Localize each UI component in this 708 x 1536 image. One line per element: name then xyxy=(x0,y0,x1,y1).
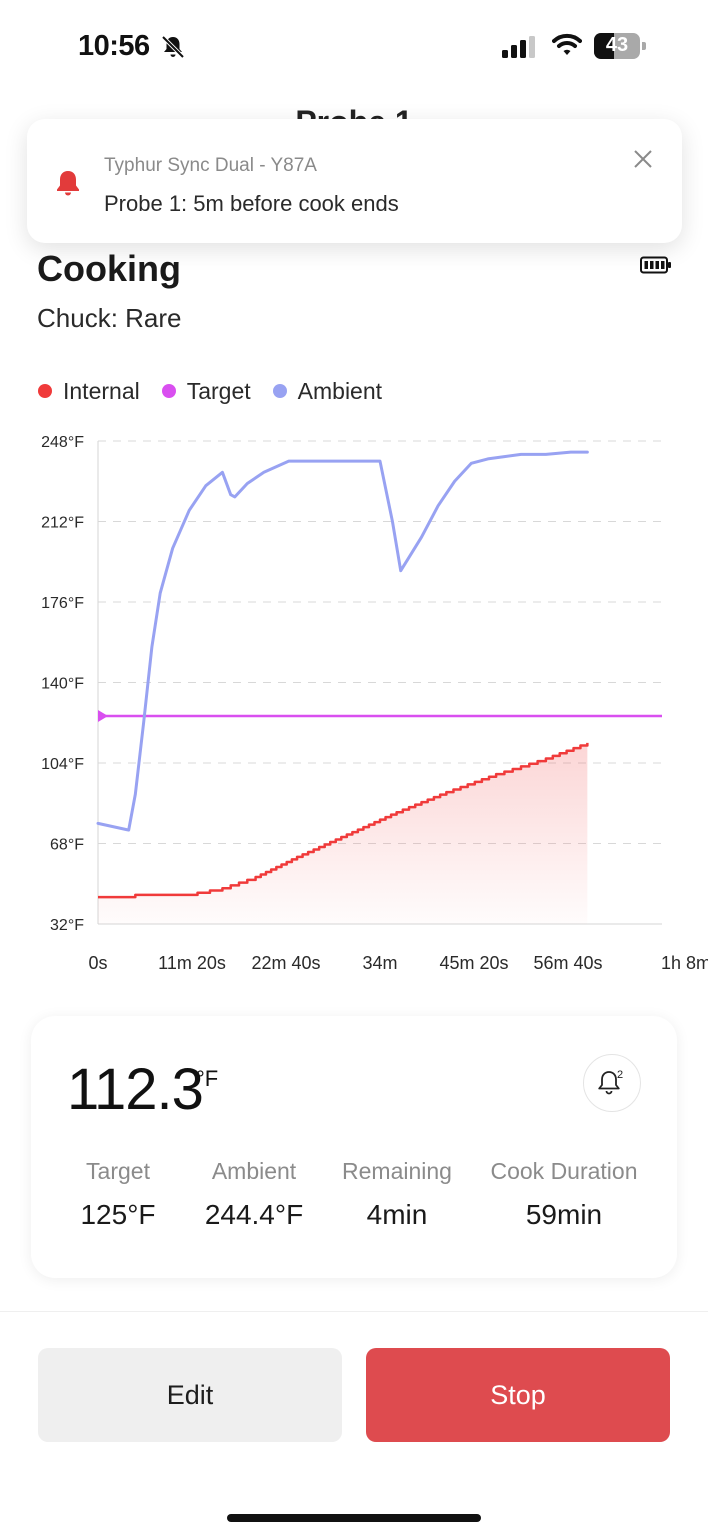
x-tick-label: 1h 8m xyxy=(661,953,708,973)
y-tick-label: 248°F xyxy=(41,434,84,451)
current-temperature: 112.3 xyxy=(67,1056,203,1123)
stat-remaining: Remaining 4min xyxy=(337,1158,457,1231)
stat-label-cook-duration: Cook Duration xyxy=(485,1158,643,1185)
legend-label-ambient: Ambient xyxy=(298,378,382,405)
summary-card: 112.3 °F 2 Target 125°F Ambient 244.4°F … xyxy=(31,1016,677,1278)
stat-ambient: Ambient 244.4°F xyxy=(197,1158,311,1231)
legend-item-target: Target xyxy=(162,378,251,405)
temperature-unit: °F xyxy=(196,1066,218,1092)
stat-value-remaining: 4min xyxy=(337,1199,457,1231)
stat-label-target: Target xyxy=(73,1158,163,1185)
legend-dot-internal xyxy=(38,384,52,398)
legend-dot-ambient xyxy=(273,384,287,398)
stat-cook-duration: Cook Duration 59min xyxy=(485,1158,643,1231)
stat-value-target: 125°F xyxy=(73,1199,163,1231)
stat-label-ambient: Ambient xyxy=(197,1158,311,1185)
battery-cap xyxy=(642,42,646,50)
legend-item-internal: Internal xyxy=(38,378,140,405)
notification-message: Probe 1: 5m before cook ends xyxy=(104,191,399,217)
legend-dot-target xyxy=(162,384,176,398)
alarm-button[interactable]: 2 xyxy=(583,1054,641,1112)
stat-value-cook-duration: 59min xyxy=(485,1199,643,1231)
stat-target: Target 125°F xyxy=(73,1158,163,1231)
y-tick-label: 212°F xyxy=(41,515,84,532)
divider xyxy=(0,1311,708,1312)
battery-indicator: 43 xyxy=(594,33,646,59)
cellular-signal-icon xyxy=(502,36,540,58)
legend-label-internal: Internal xyxy=(63,378,140,405)
target-marker xyxy=(98,710,108,722)
x-tick-label: 56m 40s xyxy=(533,953,602,973)
battery-level: 43 xyxy=(594,34,640,57)
home-indicator[interactable] xyxy=(227,1514,481,1522)
y-tick-label: 176°F xyxy=(41,595,84,612)
y-tick-label: 104°F xyxy=(41,756,84,773)
alarm-bell-icon xyxy=(55,169,81,197)
temperature-chart[interactable]: 248°F 212°F 176°F 140°F 104°F 68°F 32°F 0s 11m 2… xyxy=(0,420,708,980)
x-tick-label: 45m 20s xyxy=(439,953,508,973)
cook-preset: Chuck: Rare xyxy=(37,303,182,334)
status-bar: 10:56 43 xyxy=(0,0,708,100)
legend-item-ambient: Ambient xyxy=(273,378,382,405)
x-tick-label: 0s xyxy=(88,953,107,973)
notification-source: Typhur Sync Dual - Y87A xyxy=(104,155,317,177)
y-tick-label: 32°F xyxy=(50,917,84,934)
y-tick-label: 68°F xyxy=(50,837,84,854)
notification-banner[interactable]: Typhur Sync Dual - Y87A Probe 1: 5m befo… xyxy=(27,119,682,243)
stat-value-ambient: 244.4°F xyxy=(197,1199,311,1231)
stop-button[interactable]: Stop xyxy=(366,1348,670,1442)
status-time: 10:56 xyxy=(78,30,150,63)
temperature-chart-svg: 248°F 212°F 176°F 140°F 104°F 68°F 32°F 0s 11m 2… xyxy=(0,420,708,980)
cook-status: Cooking xyxy=(37,248,181,290)
x-tick-label: 34m xyxy=(362,953,397,973)
bell-icon: 2 xyxy=(595,1066,629,1100)
edit-button[interactable]: Edit xyxy=(38,1348,342,1442)
y-tick-label: 140°F xyxy=(41,676,84,693)
alarm-count: 2 xyxy=(617,1069,623,1081)
legend-label-target: Target xyxy=(187,378,251,405)
x-tick-label: 11m 20s xyxy=(158,953,226,973)
bell-off-icon xyxy=(160,34,186,60)
wifi-icon xyxy=(552,33,582,57)
probe-battery-icon xyxy=(640,256,672,274)
x-tick-label: 22m 40s xyxy=(251,953,320,973)
stat-label-remaining: Remaining xyxy=(337,1158,457,1185)
close-icon[interactable] xyxy=(631,147,655,171)
chart-legend: Internal Target Ambient xyxy=(38,376,404,406)
